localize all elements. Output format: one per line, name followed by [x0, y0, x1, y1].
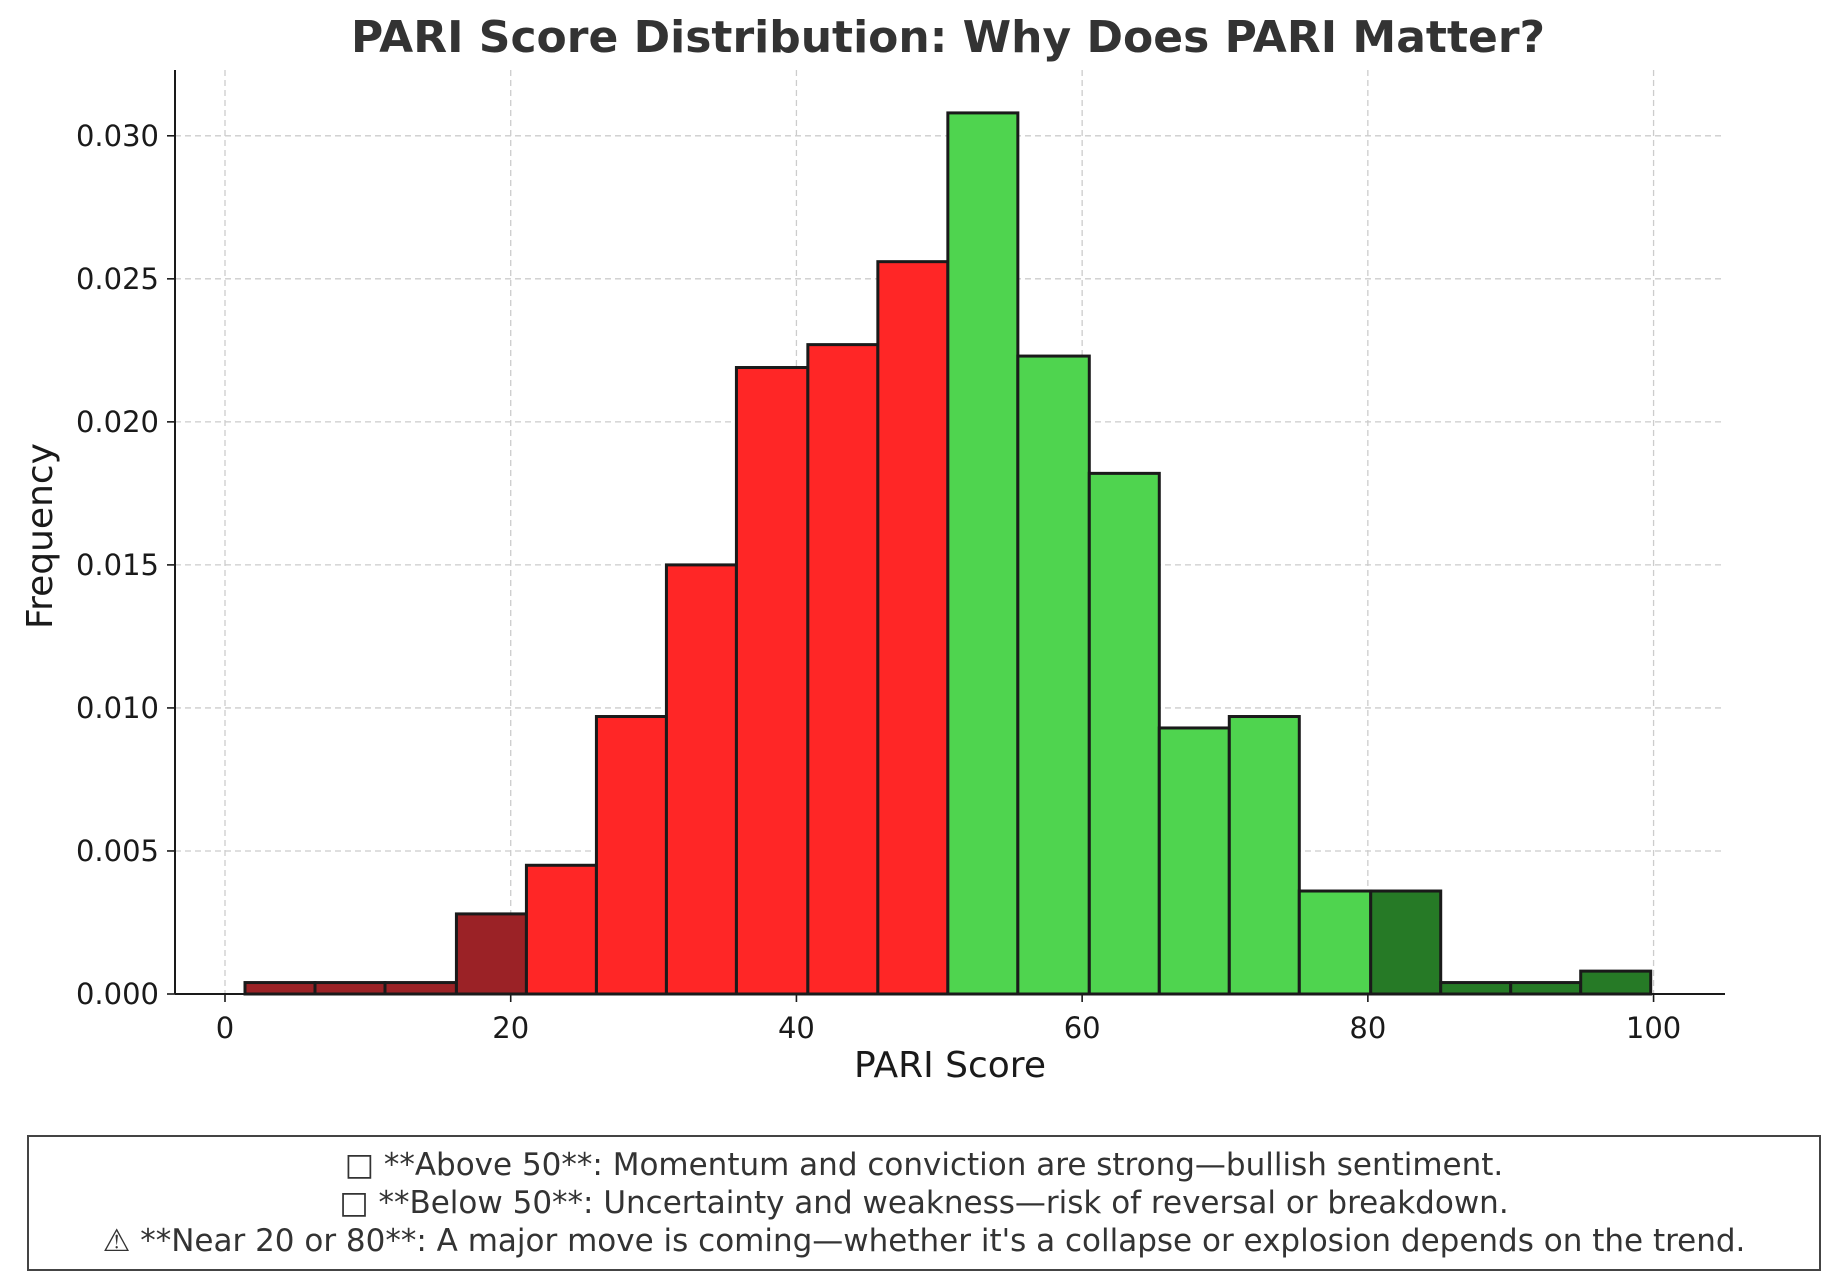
chart-title: PARI Score Distribution: Why Does PARI M…	[351, 12, 1545, 63]
x-tick-label: 80	[1349, 1011, 1386, 1045]
histogram-bar	[1087, 471, 1161, 996]
histogram-bar	[806, 343, 880, 996]
y-tick-label: 0.015	[76, 548, 159, 582]
note-above-50: □ **Above 50**: Momentum and conviction …	[344, 1147, 1504, 1183]
histogram-bar	[1227, 715, 1301, 996]
y-tick-label: 0.005	[76, 834, 159, 868]
y-tick-label: 0.010	[76, 691, 159, 725]
y-tick-label: 0.025	[76, 262, 159, 296]
histogram-bar	[383, 981, 458, 996]
histogram-bar	[1297, 889, 1373, 996]
note-near-20-80: ⚠ **Near 20 or 80**: A major move is com…	[102, 1223, 1746, 1259]
x-tick-label: 100	[1626, 1011, 1681, 1045]
tick-labels: 0 20 40 60 80 100 0.000 0.005 0.010 0.015 0.020 0.0…	[76, 119, 1681, 1045]
histogram-bar	[594, 715, 668, 996]
y-tick-label: 0.020	[76, 405, 159, 439]
histogram-bar	[243, 981, 317, 996]
histogram-chart: PARI Score Distribution: Why Does PARI M…	[20, 12, 1725, 1086]
histogram-bar	[1369, 889, 1443, 996]
axes	[167, 70, 1725, 1002]
histogram-bar	[1439, 981, 1513, 996]
histogram-bars	[243, 111, 1653, 996]
histogram-bar	[876, 260, 950, 996]
histogram-bar	[454, 912, 528, 996]
y-tick-label: 0.000	[76, 977, 159, 1011]
histogram-bar	[1157, 726, 1231, 996]
histogram-bar	[664, 563, 738, 996]
interpretation-note-box: □ **Above 50**: Momentum and conviction …	[27, 1135, 1821, 1271]
histogram-bar	[946, 111, 1020, 996]
histogram-bar	[524, 863, 598, 996]
histogram-bar	[1579, 969, 1653, 996]
x-tick-label: 20	[492, 1011, 529, 1045]
y-tick-label: 0.030	[76, 119, 159, 153]
x-tick-label: 40	[778, 1011, 815, 1045]
histogram-bar	[1016, 354, 1091, 996]
x-tick-label: 0	[216, 1011, 234, 1045]
x-axis-label: PARI Score	[854, 1045, 1046, 1086]
histogram-bar	[313, 981, 387, 996]
histogram-bar	[734, 366, 810, 996]
x-tick-label: 60	[1064, 1011, 1101, 1045]
histogram-bar	[1509, 981, 1583, 996]
note-below-50: □ **Below 50**: Uncertainty and weakness…	[339, 1185, 1509, 1221]
y-axis-label: Frequency	[20, 443, 61, 629]
